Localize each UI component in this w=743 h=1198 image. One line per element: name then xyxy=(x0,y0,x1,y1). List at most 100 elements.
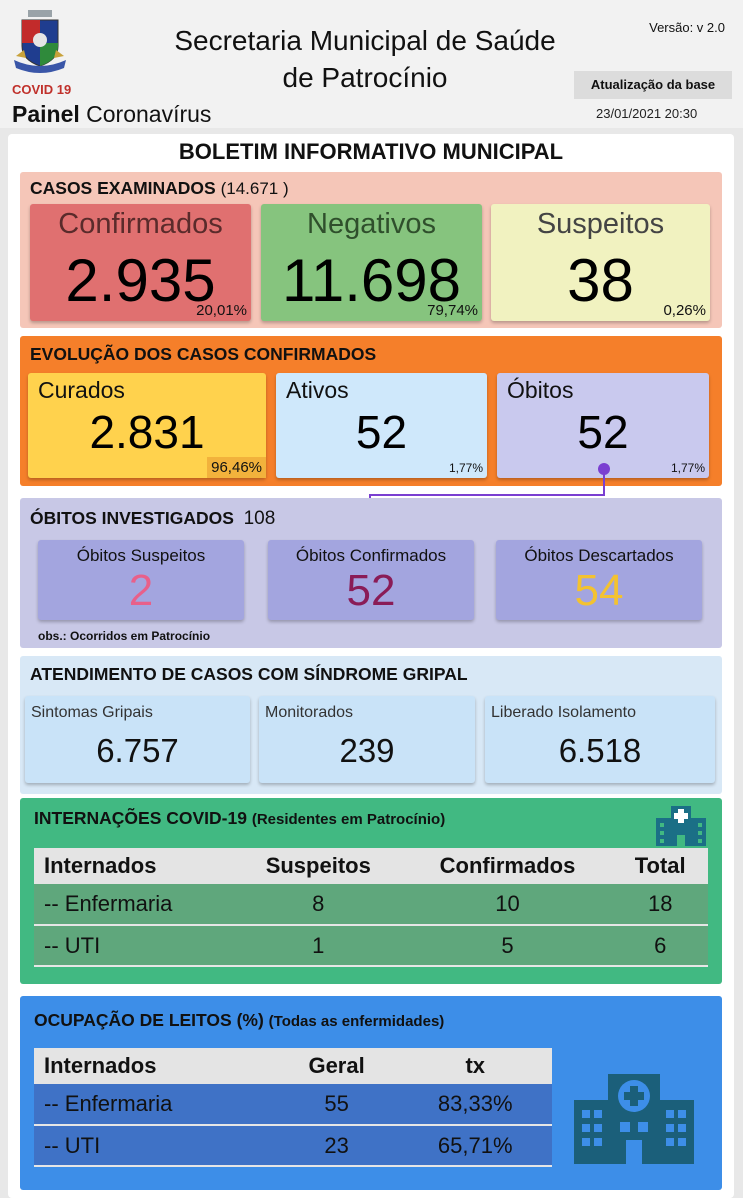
cell-internados: -- Enfermaria xyxy=(34,1084,275,1126)
update-date: 23/01/2021 20:30 xyxy=(596,106,698,121)
card-percent: 0,26% xyxy=(663,302,706,319)
section-title: CASOS EXAMINADOS (14.671 ) xyxy=(30,178,289,199)
org-line-1: Secretaria Municipal de Saúde xyxy=(174,25,556,56)
card-label: Monitorados xyxy=(265,704,354,721)
section-title: EVOLUÇÃO DOS CASOS CONFIRMADOS xyxy=(30,344,377,364)
card-obitos-confirmados[interactable]: Óbitos Confirmados 52 xyxy=(268,540,474,620)
card-liberado-isolamento[interactable]: Liberado Isolamento 6.518 xyxy=(485,696,715,783)
card-percent: 1,77% xyxy=(670,461,705,475)
section-evolucao: EVOLUÇÃO DOS CASOS CONFIRMADOS Curados 2… xyxy=(20,336,722,486)
cell-internados: -- UTI xyxy=(34,1125,275,1167)
card-negativos[interactable]: Negativos 11.698 79,74% xyxy=(261,204,482,321)
header-internados: Internados xyxy=(34,1048,275,1084)
casos-total: (14.671 ) xyxy=(220,179,289,198)
card-label: Negativos xyxy=(307,208,436,240)
table-row: -- UTI 23 65,71% xyxy=(34,1125,552,1167)
version-label: Versão: v 2.0 xyxy=(649,20,725,35)
update-label: Atualização da base xyxy=(574,71,732,99)
card-value: 2 xyxy=(128,566,154,615)
header-internados: Internados xyxy=(34,848,234,884)
cell-tx: 65,71% xyxy=(398,1125,552,1167)
header-suspeitos: Suspeitos xyxy=(233,848,403,884)
card-value: 52 xyxy=(346,566,396,615)
cell-tx: 83,33% xyxy=(398,1084,552,1126)
card-obitos-suspeitos[interactable]: Óbitos Suspeitos 2 xyxy=(38,540,244,620)
card-label: Óbitos Confirmados xyxy=(295,546,447,565)
hospital-icon xyxy=(656,806,706,846)
cell-suspeitos: 8 xyxy=(233,884,403,926)
table-header-row: Internados Suspeitos Confirmados Total xyxy=(34,848,708,884)
card-label: Óbitos xyxy=(507,377,574,403)
card-label: Ativos xyxy=(286,377,349,403)
header: COVID 19 Painel Coronavírus Secretaria M… xyxy=(0,0,743,128)
board-title: BOLETIM INFORMATIVO MUNICIPAL xyxy=(178,139,564,164)
internacoes-table: Internados Suspeitos Confirmados Total -… xyxy=(34,848,708,967)
card-value: 52 xyxy=(577,406,629,458)
header-tx: tx xyxy=(398,1048,552,1084)
section-obitos-investigados: ÓBITOS INVESTIGADOS 108 Óbitos Suspeitos… xyxy=(20,498,722,648)
ocupacao-title: OCUPAÇÃO DE LEITOS (%) xyxy=(34,1010,264,1030)
panel-title-rest: Coronavírus xyxy=(79,101,212,127)
cell-internados: -- UTI xyxy=(34,925,234,967)
cell-geral: 23 xyxy=(274,1125,399,1167)
section-ocupacao: OCUPAÇÃO DE LEITOS (%) (Todas as enfermi… xyxy=(20,996,722,1190)
card-monitorados[interactable]: Monitorados 239 xyxy=(259,696,475,783)
municipal-crest-icon xyxy=(14,10,66,73)
section-title: OCUPAÇÃO DE LEITOS (%) (Todas as enfermi… xyxy=(34,1010,444,1031)
section-title: INTERNAÇÕES COVID-19 (Residentes em Patr… xyxy=(34,808,445,829)
cell-internados: -- Enfermaria xyxy=(34,884,234,926)
section-internacoes: INTERNAÇÕES COVID-19 (Residentes em Patr… xyxy=(20,798,722,984)
internacoes-title: INTERNAÇÕES COVID-19 xyxy=(34,808,247,828)
card-value: 52 xyxy=(355,406,408,458)
card-value: 54 xyxy=(574,566,624,615)
card-label: Curados xyxy=(38,377,125,403)
card-obitos-descartados[interactable]: Óbitos Descartados 54 xyxy=(496,540,702,620)
table-row: -- Enfermaria 55 83,33% xyxy=(34,1084,552,1126)
ocupacao-subtitle: (Todas as enfermidades) xyxy=(268,1013,445,1030)
card-value: 6.518 xyxy=(558,732,642,769)
covid-tag: COVID 19 xyxy=(12,82,72,97)
card-label: Sintomas Gripais xyxy=(31,704,153,721)
org-line-2: de Patrocínio xyxy=(282,62,448,93)
cell-total: 6 xyxy=(612,925,708,967)
header-confirmados: Confirmados xyxy=(402,848,613,884)
card-percent: 20,01% xyxy=(196,302,247,319)
table-row: -- Enfermaria 8 10 18 xyxy=(34,884,708,926)
table-row: -- UTI 1 5 6 xyxy=(34,925,708,967)
header-geral: Geral xyxy=(274,1048,399,1084)
card-ativos[interactable]: Ativos 52 1,77% xyxy=(276,373,487,478)
cell-total: 18 xyxy=(612,884,708,926)
bulletin-board: BOLETIM INFORMATIVO MUNICIPAL CASOS EXAM… xyxy=(8,134,734,1198)
card-curados[interactable]: Curados 2.831 96,46% xyxy=(28,373,266,478)
card-value: 11.698 xyxy=(281,247,462,314)
cell-geral: 55 xyxy=(274,1084,399,1126)
card-suspeitos[interactable]: Suspeitos 38 0,26% xyxy=(491,204,710,321)
card-percent: 1,77% xyxy=(448,461,483,475)
card-obitos[interactable]: Óbitos 52 1,77% xyxy=(497,373,709,478)
card-label: Liberado Isolamento xyxy=(491,704,636,721)
card-value: 2.831 xyxy=(89,406,205,458)
card-value: 2.935 xyxy=(65,247,216,314)
observation-note: obs.: Ocorridos em Patrocínio xyxy=(38,629,211,643)
casos-title: CASOS EXAMINADOS xyxy=(30,178,216,198)
panel-title: Painel Coronavírus xyxy=(12,101,211,128)
cell-suspeitos: 1 xyxy=(233,925,403,967)
table-header-row: Internados Geral tx xyxy=(34,1048,552,1084)
section-title: ATENDIMENTO DE CASOS COM SÍNDROME GRIPAL xyxy=(30,664,468,684)
cell-confirmados: 5 xyxy=(402,925,613,967)
card-percent: 79,74% xyxy=(427,302,478,319)
card-value: 239 xyxy=(339,732,395,769)
card-value: 38 xyxy=(567,247,634,314)
obitos-total: 108 xyxy=(243,508,276,529)
section-atendimento: ATENDIMENTO DE CASOS COM SÍNDROME GRIPAL… xyxy=(20,656,722,794)
card-label: Confirmados xyxy=(58,208,223,240)
card-label: Óbitos Suspeitos xyxy=(76,546,206,565)
ocupacao-table: Internados Geral tx -- Enfermaria 55 83,… xyxy=(34,1048,552,1167)
header-total: Total xyxy=(612,848,708,884)
internacoes-subtitle: (Residentes em Patrocínio) xyxy=(251,811,446,828)
card-sintomas-gripais[interactable]: Sintomas Gripais 6.757 xyxy=(25,696,250,783)
card-confirmados[interactable]: Confirmados 2.935 20,01% xyxy=(30,204,251,321)
obitos-title: ÓBITOS INVESTIGADOS xyxy=(30,508,234,528)
hospital-icon xyxy=(574,1074,694,1164)
card-label: Óbitos Descartados xyxy=(524,546,674,565)
